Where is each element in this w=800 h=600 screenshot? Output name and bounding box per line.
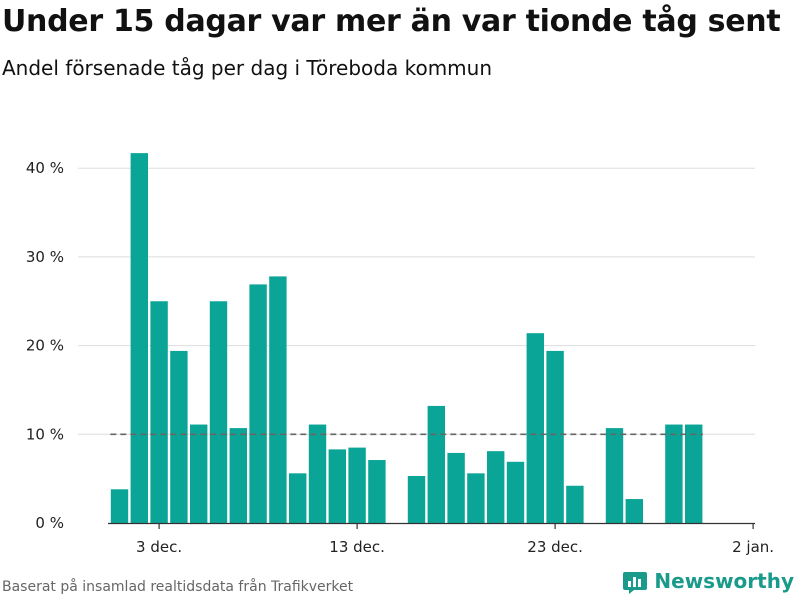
bar xyxy=(368,460,386,523)
bar xyxy=(546,350,564,523)
x-tick-label: 2 jan. xyxy=(732,538,774,556)
bar xyxy=(625,499,643,523)
bar xyxy=(308,424,327,523)
x-tick-label: 13 dec. xyxy=(329,538,385,556)
y-tick-label: 0 % xyxy=(35,514,64,532)
bar xyxy=(566,485,584,523)
y-tick-label: 30 % xyxy=(26,248,64,266)
bar xyxy=(526,333,544,523)
bar xyxy=(487,451,505,523)
bar xyxy=(467,473,485,523)
chart-title: Under 15 dagar var mer än var tionde tåg… xyxy=(2,4,781,39)
bar xyxy=(229,428,247,523)
bar xyxy=(190,424,208,523)
newsworthy-logo-icon xyxy=(623,572,648,594)
bar xyxy=(348,447,366,523)
x-tick-label: 3 dec. xyxy=(136,538,182,556)
x-axis xyxy=(108,522,755,529)
brand-name: Newsworthy xyxy=(654,569,794,593)
bar xyxy=(130,153,148,523)
y-tick-label: 10 % xyxy=(26,425,64,443)
bar xyxy=(665,424,683,523)
bar xyxy=(506,461,525,523)
bar xyxy=(328,449,346,523)
bar xyxy=(427,405,445,523)
bars xyxy=(110,153,703,523)
x-axis-labels: 3 dec. 13 dec. 23 dec. 2 jan. xyxy=(136,538,774,556)
y-tick-label: 40 % xyxy=(26,159,64,177)
bar xyxy=(209,301,228,523)
bar xyxy=(447,452,465,523)
bar xyxy=(289,473,307,523)
brand-logo: Newsworthy xyxy=(622,568,794,594)
bar xyxy=(269,276,287,523)
bar xyxy=(685,424,703,523)
bar xyxy=(249,284,267,523)
source-note: Baserat på insamlad realtidsdata från Tr… xyxy=(2,579,354,595)
bar xyxy=(605,428,624,523)
bar xyxy=(407,475,426,523)
chart-subtitle: Andel försenade tåg per dag i Töreboda k… xyxy=(2,56,493,80)
y-tick-label: 20 % xyxy=(26,337,64,355)
bar xyxy=(110,489,129,523)
y-axis-labels: 0 % 10 % 20 % 30 % 40 % xyxy=(26,159,64,532)
bar xyxy=(170,350,188,523)
bar xyxy=(150,301,168,523)
x-tick-label: 23 dec. xyxy=(527,538,583,556)
